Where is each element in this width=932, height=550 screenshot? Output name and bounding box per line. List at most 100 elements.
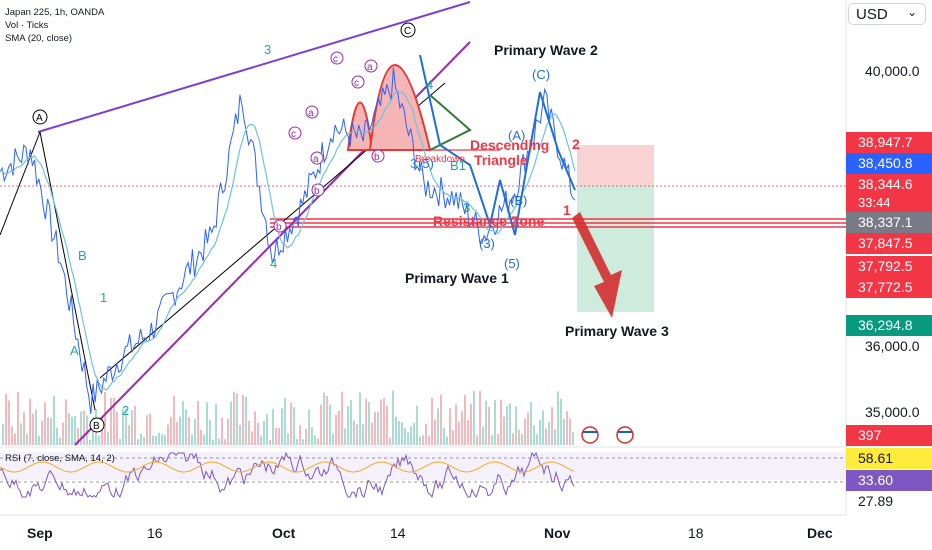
x-tick-sep: Sep bbox=[27, 525, 53, 541]
down-arrow-icon bbox=[572, 212, 622, 318]
volume-bar bbox=[545, 428, 547, 445]
volume-bar bbox=[443, 427, 445, 445]
volume-bar bbox=[128, 425, 130, 445]
volume-bar bbox=[257, 422, 259, 445]
price-badge-sma: 38,450.8 bbox=[846, 153, 932, 174]
wave-label-t3b: 3 bbox=[463, 200, 470, 215]
volume-bar bbox=[269, 439, 271, 445]
wave-label-a3: a bbox=[367, 62, 373, 73]
wave-label-b1: b bbox=[314, 186, 320, 197]
volume-bar bbox=[530, 401, 532, 445]
chevron-down-icon: ⌄ bbox=[906, 5, 917, 19]
volume-bar bbox=[182, 400, 184, 445]
wave-label-p5a: (5) bbox=[418, 156, 434, 171]
sma-legend[interactable]: SMA (20, close) bbox=[5, 33, 73, 44]
volume-bar bbox=[293, 407, 295, 445]
volume-bar bbox=[485, 400, 487, 445]
volume-bar bbox=[287, 433, 289, 445]
volume-bar bbox=[134, 405, 136, 445]
wave-label-p5b: (5) bbox=[504, 256, 520, 271]
volume-bar bbox=[23, 412, 25, 445]
volume-bar bbox=[71, 416, 73, 445]
volume-bar bbox=[482, 426, 484, 445]
volume-bar bbox=[191, 434, 193, 445]
volume-bar bbox=[17, 391, 19, 445]
volume-bar bbox=[473, 391, 475, 445]
volume-bar bbox=[35, 409, 37, 445]
volume-bar bbox=[461, 411, 463, 445]
volume-bar bbox=[263, 420, 265, 445]
volume-bar bbox=[8, 400, 10, 445]
currency-selector[interactable]: USD ⌄ bbox=[848, 3, 926, 25]
volume-bar bbox=[533, 425, 535, 445]
volume-bar bbox=[11, 426, 13, 445]
breakdown-label: Breakdown bbox=[415, 154, 465, 165]
volume-bar bbox=[494, 400, 496, 445]
volume-bar bbox=[404, 427, 406, 445]
rsi-badge-ma: 33.60 bbox=[846, 470, 932, 491]
volume-bar bbox=[254, 411, 256, 445]
rsi-legend[interactable]: RSI (7, close, SMA, 14, 2) bbox=[5, 452, 115, 465]
volume-bar bbox=[116, 411, 118, 445]
volume-bar bbox=[197, 400, 199, 445]
volume-bar bbox=[251, 431, 253, 445]
volume-bar bbox=[512, 433, 514, 445]
volume-bar bbox=[260, 435, 262, 445]
volume-bar bbox=[527, 412, 529, 445]
wave-label-c2: c bbox=[333, 54, 338, 65]
volume-bar bbox=[356, 424, 358, 445]
symbol-title[interactable]: Japan 225, 1h, OANDA bbox=[5, 7, 105, 18]
volume-bar bbox=[413, 423, 415, 445]
wave-label-p3: (3) bbox=[479, 236, 495, 251]
volume-bar bbox=[224, 439, 226, 445]
volume-bar bbox=[185, 409, 187, 445]
volume-bar bbox=[227, 418, 229, 445]
wave-label-red-2: 2 bbox=[572, 136, 580, 152]
wave-label-c3: c bbox=[354, 78, 359, 89]
volume-bar bbox=[149, 413, 151, 445]
volume-bar bbox=[245, 396, 247, 445]
y-tick-35000: 35,000.0 bbox=[865, 404, 920, 420]
volume-bar bbox=[392, 390, 394, 445]
volume-bar bbox=[350, 400, 352, 445]
volume-bar bbox=[110, 397, 112, 445]
wave-label-b1: B1 bbox=[450, 158, 466, 173]
volume-bar bbox=[233, 391, 235, 445]
volume-bar bbox=[32, 413, 34, 445]
volume-bar bbox=[302, 439, 304, 445]
volume-bar bbox=[395, 416, 397, 445]
price-badge-r2: 37,792.5 bbox=[846, 256, 932, 277]
volume-bar bbox=[143, 437, 145, 445]
volume-bar bbox=[563, 419, 565, 445]
volume-bar bbox=[428, 436, 430, 445]
blue-wave-line bbox=[419, 54, 576, 236]
volume-bar bbox=[434, 419, 436, 445]
primary-wave-2-label: Primary Wave 2 bbox=[494, 42, 598, 58]
volume-bar bbox=[419, 436, 421, 445]
volume-bar bbox=[470, 403, 472, 445]
volume-bar bbox=[218, 438, 220, 445]
volume-bar bbox=[137, 439, 139, 445]
volume-bar bbox=[521, 434, 523, 445]
x-tick-dec: Dec bbox=[807, 525, 833, 541]
x-tick-16: 16 bbox=[147, 525, 163, 541]
price-badge-crosshair: 38,337.1 bbox=[846, 212, 932, 233]
volume-bar bbox=[317, 438, 319, 445]
wave-label-t3: 3 bbox=[410, 156, 417, 171]
wave-label-circ-c: C bbox=[404, 26, 411, 37]
volume-bar bbox=[53, 395, 55, 445]
wave-label-b2: b bbox=[276, 222, 282, 233]
volume-bar bbox=[209, 420, 211, 445]
volume-bar bbox=[551, 407, 553, 445]
wave-label-1: 1 bbox=[100, 290, 107, 305]
volume-legend[interactable]: Vol · Ticks bbox=[5, 20, 49, 31]
volume-bar bbox=[446, 436, 448, 445]
volume-bar bbox=[347, 406, 349, 445]
volume-bar bbox=[518, 429, 520, 445]
volume-bar bbox=[200, 429, 202, 445]
rsi-band bbox=[0, 452, 846, 480]
volume-bar bbox=[248, 420, 250, 445]
volume-bar bbox=[311, 427, 313, 445]
volume-bar bbox=[554, 429, 556, 445]
